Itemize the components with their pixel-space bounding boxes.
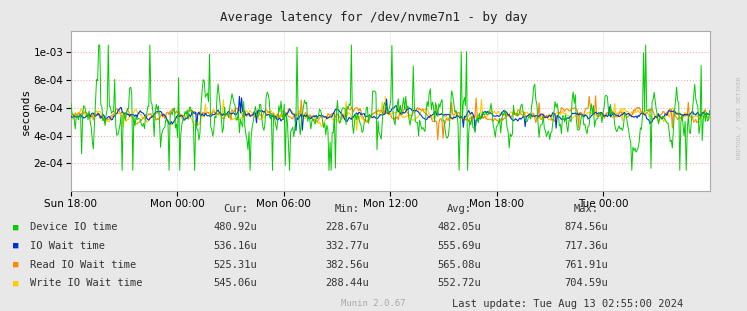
Text: 288.44u: 288.44u <box>326 278 369 288</box>
Text: IO Wait time: IO Wait time <box>30 241 105 251</box>
Text: 761.91u: 761.91u <box>565 260 608 270</box>
Text: 332.77u: 332.77u <box>326 241 369 251</box>
Text: ■: ■ <box>13 260 19 269</box>
Text: Read IO Wait time: Read IO Wait time <box>30 260 136 270</box>
Text: Last update: Tue Aug 13 02:55:00 2024: Last update: Tue Aug 13 02:55:00 2024 <box>452 299 684 309</box>
Text: RRDTOOL / TOBI OETIKER: RRDTOOL / TOBI OETIKER <box>737 77 742 160</box>
Text: 545.06u: 545.06u <box>214 278 257 288</box>
Text: Average latency for /dev/nvme7n1 - by day: Average latency for /dev/nvme7n1 - by da… <box>220 11 527 24</box>
Text: Max:: Max: <box>574 204 599 214</box>
Text: 704.59u: 704.59u <box>565 278 608 288</box>
Text: 536.16u: 536.16u <box>214 241 257 251</box>
Text: 874.56u: 874.56u <box>565 222 608 232</box>
Text: 382.56u: 382.56u <box>326 260 369 270</box>
Text: Munin 2.0.67: Munin 2.0.67 <box>341 299 406 308</box>
Text: 555.69u: 555.69u <box>438 241 481 251</box>
Text: 565.08u: 565.08u <box>438 260 481 270</box>
Y-axis label: seconds: seconds <box>21 88 31 135</box>
Text: 228.67u: 228.67u <box>326 222 369 232</box>
Text: ■: ■ <box>13 278 19 287</box>
Text: 717.36u: 717.36u <box>565 241 608 251</box>
Text: Write IO Wait time: Write IO Wait time <box>30 278 143 288</box>
Text: Device IO time: Device IO time <box>30 222 117 232</box>
Text: 525.31u: 525.31u <box>214 260 257 270</box>
Text: ■: ■ <box>13 241 19 250</box>
Text: 552.72u: 552.72u <box>438 278 481 288</box>
Text: 482.05u: 482.05u <box>438 222 481 232</box>
Text: ■: ■ <box>13 222 19 231</box>
Text: Cur:: Cur: <box>223 204 248 214</box>
Text: Min:: Min: <box>335 204 360 214</box>
Text: Avg:: Avg: <box>447 204 472 214</box>
Text: 480.92u: 480.92u <box>214 222 257 232</box>
